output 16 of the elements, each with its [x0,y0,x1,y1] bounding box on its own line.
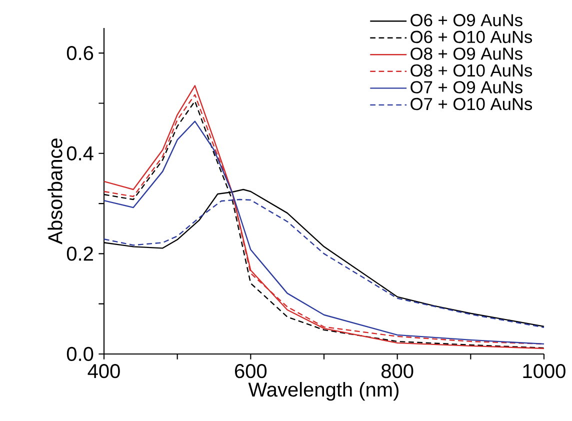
legend-label: O8 + O10 AuNs [410,64,532,77]
y-tick-label: 0.6 [66,46,94,60]
y-tick-label: 0.4 [66,146,94,160]
y-tick-label: 0.0 [66,346,94,362]
legend-label: O6 + O9 AuNs [410,14,522,26]
legend-label: O8 + O9 AuNs [410,48,522,60]
legend-label: O6 + O10 AuNs [410,30,532,44]
y-axis-title: Absorbance [48,138,62,244]
x-tick-label: 400 [88,364,120,378]
legend-label: O7 + O9 AuNs [410,81,522,94]
x-tick-label: 600 [235,364,267,378]
x-tick-label: 1000 [523,364,566,378]
x-tick-label: 800 [382,364,414,378]
y-tick-label: 0.2 [66,246,93,261]
x-axis-title: Wavelength (nm) [248,382,398,401]
legend-label: O7 + O10 AuNs [410,98,532,110]
